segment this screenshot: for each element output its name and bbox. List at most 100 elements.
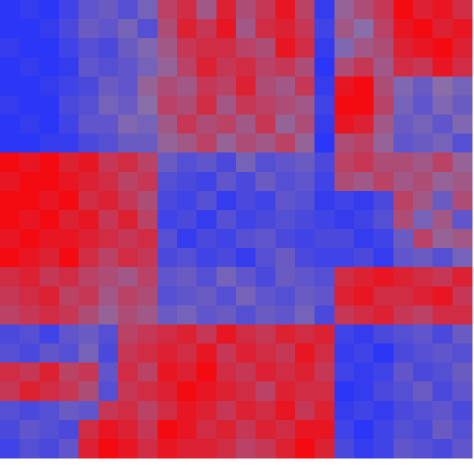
- heatmap-cell: [19, 438, 40, 459]
- heatmap-cell: [157, 209, 178, 230]
- heatmap-cell: [452, 381, 473, 402]
- heatmap-cell: [78, 190, 99, 211]
- heatmap-cell: [432, 343, 453, 364]
- heatmap-cell: [236, 419, 257, 440]
- heatmap-cell: [59, 57, 80, 77]
- heatmap-cell: [295, 114, 316, 135]
- heatmap-cell: [98, 305, 119, 325]
- heatmap-cell: [432, 38, 453, 58]
- heatmap-cell: [98, 171, 119, 192]
- heatmap-cell: [452, 305, 473, 325]
- heatmap-cell: [196, 229, 217, 249]
- heatmap-cell: [78, 362, 99, 383]
- heatmap-cell: [177, 229, 198, 249]
- heatmap-cell: [19, 38, 40, 58]
- heatmap-cell: [393, 0, 414, 20]
- heatmap-cell: [19, 133, 40, 154]
- heatmap-cell: [334, 400, 355, 421]
- heatmap-cell: [255, 57, 276, 77]
- heatmap-cell: [78, 95, 99, 115]
- heatmap-cell: [373, 343, 394, 364]
- heatmap-cell: [432, 57, 453, 77]
- heatmap-cell: [314, 171, 335, 192]
- heatmap-cell: [137, 38, 158, 58]
- heatmap-cell: [59, 419, 80, 440]
- heatmap-cell: [393, 286, 414, 306]
- heatmap-cell: [255, 0, 276, 20]
- heatmap-cell: [118, 419, 139, 440]
- heatmap-cell: [19, 95, 40, 115]
- heatmap-cell: [314, 152, 335, 173]
- heatmap-cell: [0, 133, 21, 154]
- heatmap-cell: [275, 57, 296, 77]
- heatmap-cell: [137, 133, 158, 154]
- heatmap-cell: [157, 343, 178, 364]
- heatmap-cell: [137, 267, 158, 287]
- heatmap-cell: [314, 38, 335, 58]
- heatmap-cell: [98, 76, 119, 96]
- heatmap-cell: [216, 324, 237, 344]
- heatmap-cell: [354, 267, 375, 287]
- heatmap-cell: [177, 38, 198, 58]
- heatmap-cell: [334, 114, 355, 135]
- heatmap-cell: [393, 324, 414, 344]
- heatmap-cell: [452, 95, 473, 115]
- heatmap-cell: [393, 76, 414, 96]
- heatmap-cell: [334, 19, 355, 39]
- heatmap-cell: [78, 229, 99, 249]
- heatmap-cell: [216, 190, 237, 211]
- heatmap-cell: [334, 381, 355, 402]
- heatmap-cell: [196, 438, 217, 459]
- heatmap-cell: [393, 248, 414, 268]
- heatmap-cell: [452, 286, 473, 306]
- heatmap-cell: [98, 19, 119, 39]
- heatmap-cell: [354, 419, 375, 440]
- heatmap-cell: [78, 152, 99, 173]
- heatmap-cell: [98, 286, 119, 306]
- heatmap-cell: [334, 419, 355, 440]
- heatmap-cell: [216, 343, 237, 364]
- heatmap-cell: [118, 400, 139, 421]
- heatmap-cell: [314, 362, 335, 383]
- heatmap-cell: [39, 362, 60, 383]
- heatmap-cell: [157, 76, 178, 96]
- heatmap-cell: [275, 0, 296, 20]
- heatmap-cell: [255, 248, 276, 268]
- heatmap-cell: [137, 438, 158, 459]
- heatmap-cell: [196, 57, 217, 77]
- heatmap-cell: [98, 114, 119, 135]
- heatmap-cell: [59, 362, 80, 383]
- heatmap-cell: [236, 438, 257, 459]
- heatmap-cell: [78, 419, 99, 440]
- heatmap-cell: [334, 438, 355, 459]
- heatmap-cell: [314, 190, 335, 211]
- heatmap-cell: [236, 19, 257, 39]
- heatmap-cell: [255, 343, 276, 364]
- heatmap-cell: [157, 133, 178, 154]
- heatmap-cell: [59, 267, 80, 287]
- heatmap-cell: [19, 305, 40, 325]
- heatmap-cell: [334, 0, 355, 20]
- heatmap-cell: [39, 95, 60, 115]
- heatmap-cell: [452, 438, 473, 459]
- heatmap-cell: [393, 229, 414, 249]
- heatmap-cell: [275, 114, 296, 135]
- heatmap-cell: [354, 133, 375, 154]
- heatmap-cell: [177, 95, 198, 115]
- heatmap-cell: [118, 171, 139, 192]
- heatmap-cell: [236, 76, 257, 96]
- heatmap-cell: [177, 248, 198, 268]
- heatmap-cell: [19, 171, 40, 192]
- heatmap-cell: [432, 324, 453, 344]
- heatmap-cell: [393, 171, 414, 192]
- heatmap-cell: [413, 38, 434, 58]
- heatmap-cell: [157, 248, 178, 268]
- heatmap-cell: [39, 38, 60, 58]
- heatmap-cell: [275, 171, 296, 192]
- heatmap-cell: [354, 171, 375, 192]
- heatmap-cell: [236, 133, 257, 154]
- heatmap-cell: [78, 248, 99, 268]
- heatmap-cell: [393, 190, 414, 211]
- heatmap-cell: [314, 248, 335, 268]
